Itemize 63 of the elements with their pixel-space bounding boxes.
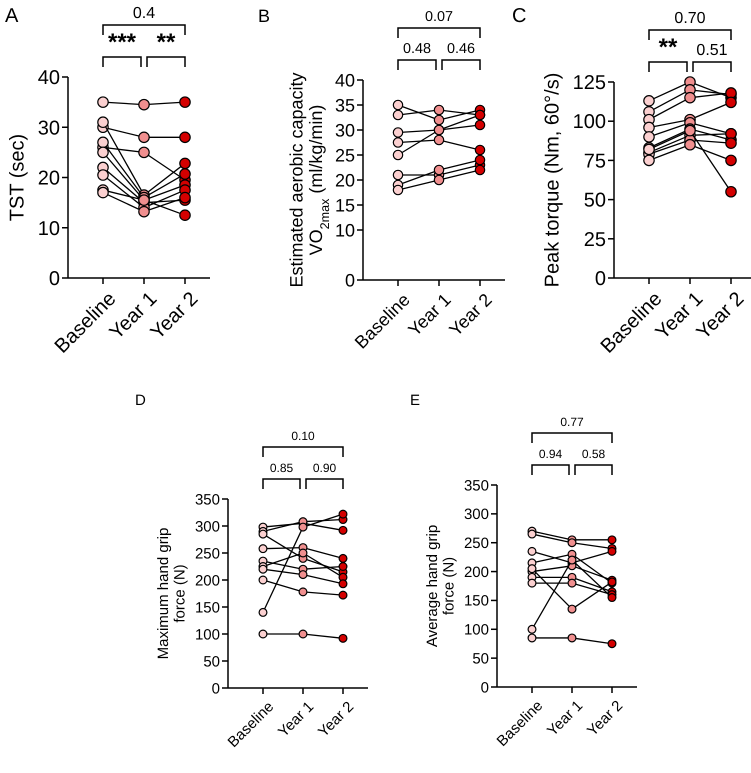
y-tick-label: 125 — [572, 72, 606, 94]
y-tick-label: 40 — [334, 70, 355, 90]
y-tick-label: 0 — [480, 679, 489, 696]
y-tick-label: 200 — [464, 564, 489, 581]
text: 0.46 — [446, 41, 476, 57]
y-tick-label: 35 — [334, 95, 355, 116]
text: 0.70 — [674, 10, 706, 27]
chart-title: A — [5, 5, 19, 27]
y-tick-label: 250 — [194, 545, 220, 562]
y-tick-label: 75 — [584, 150, 606, 172]
y-tick-label: 50 — [472, 650, 489, 668]
y-tick-label: 20 — [38, 168, 60, 190]
text: 0.48 — [402, 41, 432, 57]
y-tick-label: 300 — [464, 506, 489, 524]
y-tick-label: 0 — [48, 268, 60, 290]
y-tick-label: 100 — [194, 626, 220, 644]
chart-title: C — [512, 5, 526, 27]
y-tick-label: 350 — [194, 491, 220, 508]
y-tick-label: 40 — [38, 67, 60, 89]
text: 0.07 — [424, 9, 454, 25]
y-axis-title: Peak torque (Nm, 60°/s) — [541, 72, 564, 288]
y-tick-label: 30 — [334, 120, 355, 140]
x-tick-label: Year 2 — [584, 697, 626, 740]
y-tick-label: 250 — [464, 534, 489, 552]
y-axis-title: Maximum hand grip force (N) — [154, 528, 188, 660]
text: 0.58 — [582, 447, 606, 461]
y-tick-label: 30 — [38, 117, 60, 140]
x-tick-label: Year 1 — [274, 698, 318, 741]
text: 0.51 — [696, 42, 728, 59]
text: 0.4 — [132, 5, 156, 22]
chart-title: D — [135, 392, 146, 409]
y-tick-label: 150 — [194, 599, 220, 616]
y-tick-label: 0 — [594, 268, 606, 290]
text: ** — [658, 34, 678, 61]
x-tick-label: Year 1 — [544, 697, 586, 740]
y-axis-title: TST (sec) — [6, 134, 29, 222]
y-tick-label: 15 — [334, 195, 355, 216]
text: 0.77 — [560, 415, 584, 429]
y-tick-label: 300 — [194, 518, 220, 536]
y-tick-label: 0 — [212, 680, 220, 698]
text: ** — [156, 29, 176, 56]
y-tick-label: 20 — [334, 170, 355, 190]
y-tick-label: 25 — [584, 228, 606, 251]
y-tick-label: 150 — [464, 592, 489, 610]
text: *** — [108, 29, 137, 56]
text: 0.85 — [270, 461, 294, 475]
y-tick-label: 10 — [334, 220, 355, 240]
text: 0.90 — [312, 461, 336, 475]
text: 0.10 — [291, 429, 315, 443]
text: 0.94 — [538, 447, 562, 461]
y-tick-label: 100 — [572, 111, 606, 134]
y-axis-title: Average hand grip force (N) — [424, 524, 458, 648]
y-tick-label: 50 — [584, 190, 606, 212]
y-tick-label: 100 — [464, 622, 489, 639]
y-tick-label: 200 — [194, 572, 220, 590]
y-tick-label: 10 — [38, 218, 60, 240]
chart-title: E — [410, 392, 420, 409]
y-tick-label: 25 — [334, 145, 355, 166]
x-tick-label: Year 2 — [314, 698, 358, 741]
y-tick-label: 350 — [464, 477, 489, 494]
chart-title: B — [258, 6, 270, 26]
y-tick-label: 0 — [344, 270, 355, 290]
y-tick-label: 50 — [203, 653, 220, 670]
